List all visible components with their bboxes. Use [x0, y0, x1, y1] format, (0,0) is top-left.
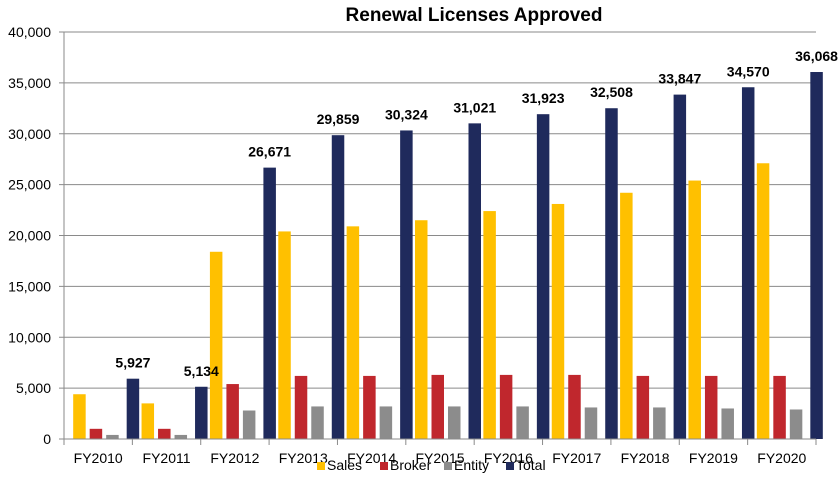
x-tick-label: FY2019 — [689, 450, 738, 466]
x-tick-label: FY2017 — [552, 450, 601, 466]
data-label-total: 33,847 — [658, 71, 701, 87]
axes — [63, 32, 816, 440]
bar-total — [536, 114, 550, 439]
bar-broker — [773, 375, 786, 439]
data-labels: 5,927 5,134 26,671 29,859 30,324 31,021 31,923… — [115, 48, 838, 379]
bar-entity — [242, 410, 256, 439]
bar-sales — [73, 394, 86, 439]
y-tick-label: 15,000 — [8, 278, 51, 294]
bar-entity — [789, 409, 803, 439]
data-label-total: 31,021 — [453, 99, 496, 115]
x-tick-label: FY2012 — [210, 450, 259, 466]
bar-total — [605, 108, 618, 439]
legend-label-entity: Entity — [454, 457, 489, 473]
data-label-total: 5,927 — [115, 355, 150, 371]
y-tick-label: 0 — [43, 431, 51, 447]
legend-swatch-entity — [444, 462, 452, 470]
legend-swatch-total — [506, 462, 514, 470]
bar-entity — [653, 407, 666, 439]
y-tick-label: 30,000 — [8, 126, 51, 142]
bar-broker — [499, 374, 513, 439]
bar-sales — [415, 220, 428, 439]
y-tick-label: 10,000 — [8, 329, 51, 345]
bar-sales — [141, 403, 155, 439]
bar-total — [195, 386, 208, 439]
bar-entity — [721, 408, 734, 439]
bar-sales — [209, 251, 223, 439]
bar-broker — [226, 384, 239, 439]
legend: Sales Broker Entity Total — [317, 457, 546, 473]
legend-swatch-sales — [317, 462, 325, 470]
bar-total — [468, 123, 481, 439]
bar-broker — [158, 428, 171, 439]
x-axis-ticks: FY2010 FY2011 FY2012 FY2013 FY2014 FY2015 FY20… — [63, 439, 817, 466]
data-label-total: 31,923 — [522, 90, 565, 106]
data-label-total: 36,068 — [795, 48, 838, 64]
bar-sales — [483, 211, 496, 439]
bar-total — [331, 135, 345, 439]
bar-sales — [278, 231, 291, 439]
bar-broker — [636, 375, 650, 439]
gridlines — [64, 31, 816, 389]
bar-entity — [311, 406, 324, 439]
x-tick-label: FY2015 — [415, 450, 464, 466]
y-tick-label: 40,000 — [8, 24, 51, 40]
x-tick-label: FY2010 — [74, 450, 123, 466]
y-tick-label: 25,000 — [8, 177, 51, 193]
legend-label-broker: Broker — [390, 457, 432, 473]
bar-entity — [379, 406, 393, 439]
bar-entity — [584, 407, 598, 439]
bar-broker — [568, 374, 581, 439]
x-tick-label: FY2013 — [279, 450, 328, 466]
data-label-total: 32,508 — [590, 84, 633, 100]
data-label-total: 29,859 — [317, 111, 360, 127]
y-tick-label: 35,000 — [8, 75, 51, 91]
bar-total — [673, 94, 687, 439]
bar-entity — [448, 406, 461, 439]
chart-title: Renewal Licenses Approved — [346, 5, 603, 26]
bar-broker — [363, 375, 376, 439]
bar-sales — [346, 226, 360, 439]
data-label-total: 34,570 — [727, 63, 770, 79]
data-label-total: 30,324 — [385, 106, 428, 122]
bars — [73, 72, 823, 440]
bar-broker — [89, 428, 103, 439]
bar-total — [263, 167, 276, 440]
bar-total — [126, 378, 140, 439]
bar-sales — [688, 180, 701, 439]
bar-total — [741, 87, 755, 440]
data-label-total: 5,134 — [184, 363, 219, 379]
y-tick-label: 5,000 — [16, 380, 51, 396]
x-tick-label: FY2011 — [143, 450, 191, 466]
legend-swatch-broker — [380, 462, 388, 470]
legend-label-total: Total — [516, 457, 546, 473]
bar-broker — [294, 375, 308, 439]
y-tick-label: 20,000 — [8, 228, 51, 244]
bar-total — [810, 72, 823, 439]
bar-broker — [431, 374, 444, 439]
bar-sales — [756, 163, 770, 439]
x-tick-label: FY2016 — [484, 450, 533, 466]
bar-total — [400, 130, 413, 439]
bar-entity — [174, 434, 188, 439]
bar-sales — [551, 203, 565, 439]
y-axis-ticks: 0 5,000 10,000 15,000 20,000 25,000 30,000 35,0… — [8, 24, 64, 447]
bar-entity — [516, 406, 529, 439]
bar-entity — [106, 434, 119, 439]
legend-label-sales: Sales — [327, 457, 362, 473]
bar-sales — [620, 192, 633, 439]
x-tick-label: FY2020 — [757, 450, 806, 466]
x-tick-label: FY2018 — [621, 450, 670, 466]
bar-broker — [704, 375, 718, 439]
data-label-total: 26,671 — [248, 144, 291, 160]
